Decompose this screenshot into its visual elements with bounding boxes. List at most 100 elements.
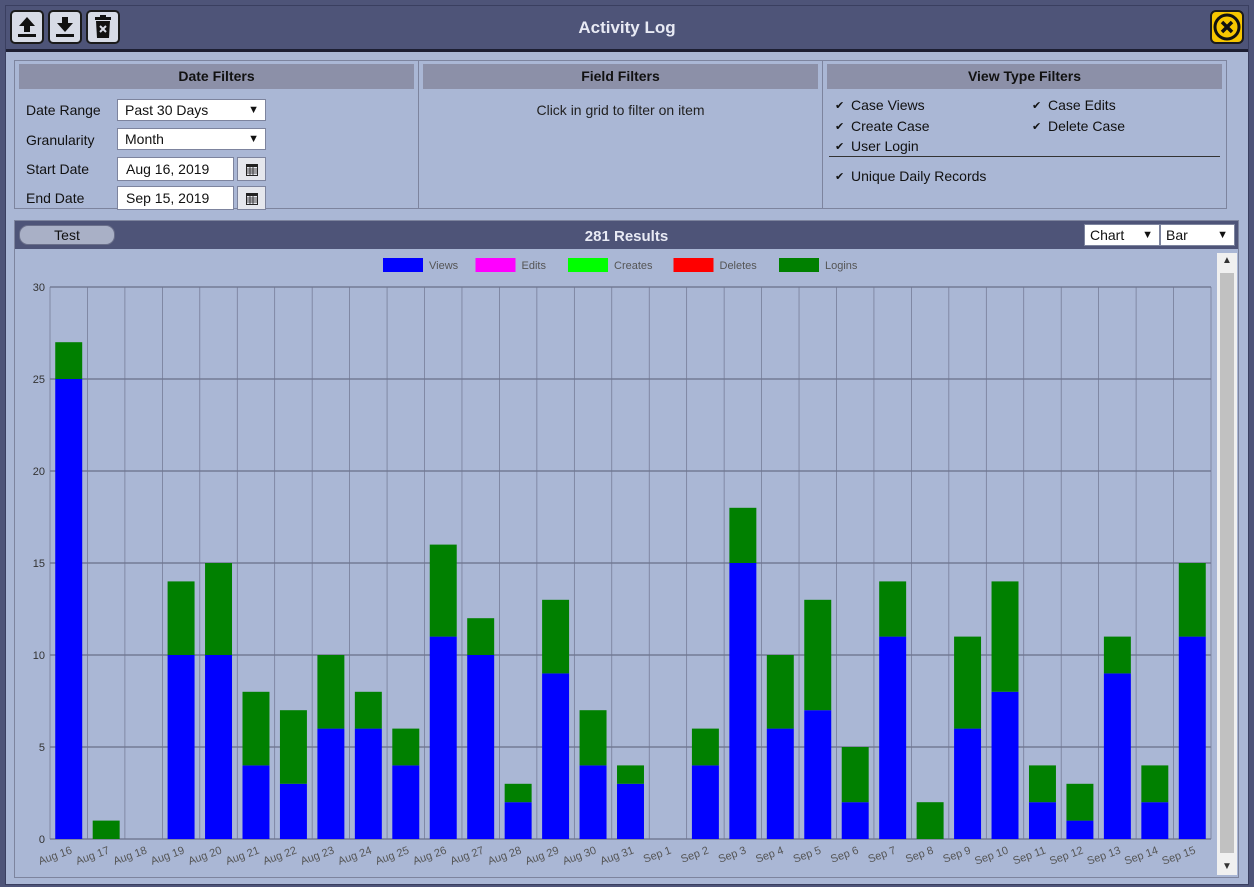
legend-label-edits: Edits — [522, 260, 547, 272]
download-button[interactable] — [48, 10, 82, 44]
bar-views — [617, 783, 644, 839]
bar-views — [467, 655, 495, 839]
x-tick-label: Aug 16 — [37, 845, 74, 868]
bar-views — [879, 636, 907, 839]
date-filters-heading: Date Filters — [19, 64, 414, 89]
scrollbar-thumb[interactable] — [1220, 273, 1234, 853]
chart-type-select[interactable]: Bar ▼ — [1160, 224, 1235, 246]
view-type-filters-heading: View Type Filters — [827, 64, 1222, 89]
start-date-input[interactable]: Aug 16, 2019 — [117, 157, 234, 181]
unique-daily-records-checkbox[interactable]: ✔ Unique Daily Records — [835, 168, 986, 184]
case-views-checkbox[interactable]: ✔ Case Views — [835, 97, 925, 113]
bar-views — [504, 802, 532, 839]
calendar-icon — [245, 163, 258, 176]
close-button[interactable] — [1210, 10, 1244, 44]
chevron-down-icon: ▼ — [248, 133, 259, 145]
bar-logins — [467, 618, 495, 655]
bar-logins — [1103, 636, 1131, 674]
close-icon — [1213, 13, 1241, 41]
test-button[interactable]: Test — [19, 225, 115, 245]
case-edits-checkbox[interactable]: ✔ Case Edits — [1032, 97, 1116, 113]
x-tick-label: Aug 31 — [599, 845, 636, 868]
results-header: Test 281 Results Chart ▼ Bar ▼ — [15, 221, 1238, 249]
x-tick-label: Aug 30 — [561, 845, 598, 868]
checkmark-icon: ✔ — [1032, 100, 1042, 112]
x-tick-label: Sep 3 — [717, 845, 748, 866]
granularity-select[interactable]: Month ▼ — [117, 128, 266, 150]
scroll-down-icon[interactable]: ▼ — [1222, 861, 1232, 872]
x-tick-label: Aug 24 — [336, 845, 373, 868]
scroll-up-icon[interactable]: ▲ — [1222, 255, 1232, 266]
chevron-down-icon: ▼ — [1217, 229, 1228, 241]
unique-daily-records-label: Unique Daily Records — [851, 168, 987, 184]
x-tick-label: Sep 15 — [1160, 845, 1197, 868]
upload-button[interactable] — [10, 10, 44, 44]
legend-label-creates: Creates — [614, 260, 653, 272]
x-tick-label: Sep 2 — [679, 845, 710, 866]
bar-logins — [55, 342, 83, 379]
bar-views — [429, 636, 457, 839]
y-tick-label: 25 — [33, 374, 45, 386]
bar-views — [317, 728, 345, 839]
x-tick-label: Aug 20 — [187, 845, 224, 868]
bar-views — [804, 710, 832, 839]
date-range-select[interactable]: Past 30 Days ▼ — [117, 99, 266, 121]
x-tick-label: Aug 19 — [149, 845, 186, 868]
chart-area: 0 5 10 15 20 25 30 Aug 16 Aug 17 Aug 18 Aug 19 Aug … — [15, 249, 1216, 877]
x-tick-label: Sep 10 — [973, 845, 1010, 868]
legend-swatch-deletes — [673, 258, 714, 272]
x-tick-label: Aug 23 — [299, 845, 336, 868]
delete-case-label: Delete Case — [1048, 118, 1126, 134]
checkmark-icon: ✔ — [1032, 121, 1042, 133]
view-type-filters-panel: View Type Filters ✔ Case Views ✔ Case Edit… — [823, 61, 1226, 208]
x-tick-label: Sep 7 — [867, 845, 898, 866]
date-filters-panel: Date Filters Date Range Past 30 Days ▼ Gr… — [15, 61, 419, 210]
bar-logins — [1028, 765, 1056, 803]
x-tick-label: Aug 21 — [224, 845, 261, 868]
bar-logins — [392, 728, 420, 766]
x-tick-label: Sep 12 — [1048, 845, 1085, 868]
end-date-calendar-button[interactable] — [237, 186, 266, 210]
x-tick-label: Sep 5 — [792, 845, 823, 866]
create-case-checkbox[interactable]: ✔ Create Case — [835, 118, 930, 134]
bar-views — [1141, 802, 1169, 839]
bar-logins — [1178, 563, 1206, 637]
y-tick-label: 5 — [39, 742, 45, 754]
legend-label-deletes: Deletes — [720, 260, 758, 272]
bar-views — [991, 691, 1019, 839]
x-tick-label: Aug 29 — [524, 845, 561, 868]
bar-views — [729, 563, 757, 839]
chart-type-value: Bar — [1166, 227, 1188, 243]
user-login-checkbox[interactable]: ✔ User Login — [835, 138, 919, 154]
legend-swatch-views — [383, 258, 423, 272]
chevron-down-icon: ▼ — [248, 104, 259, 116]
bar-views — [392, 765, 420, 839]
checkmark-icon: ✔ — [835, 100, 845, 112]
bar-views — [841, 802, 869, 839]
bar-views — [542, 673, 570, 839]
bar-logins — [167, 581, 195, 655]
x-tick-label: Sep 6 — [829, 845, 860, 866]
vertical-scrollbar[interactable]: ▲ ▼ — [1217, 253, 1237, 875]
start-date-label: Start Date — [26, 161, 90, 177]
filters-area: Date Filters Date Range Past 30 Days ▼ Gr… — [14, 60, 1227, 210]
bar-views — [279, 783, 307, 839]
bar-logins — [879, 581, 907, 637]
bar-views — [954, 728, 982, 839]
x-tick-label: Aug 26 — [411, 845, 448, 868]
view-mode-select[interactable]: Chart ▼ — [1084, 224, 1160, 246]
filters-divider — [829, 156, 1220, 157]
delete-icon — [95, 15, 111, 38]
upload-icon — [18, 17, 36, 37]
bar-logins — [954, 636, 982, 729]
download-icon — [56, 17, 74, 37]
delete-case-checkbox[interactable]: ✔ Delete Case — [1032, 118, 1125, 134]
bar-views — [1028, 802, 1056, 839]
start-date-calendar-button[interactable] — [237, 157, 266, 181]
bar-logins — [617, 765, 644, 784]
end-date-input[interactable]: Sep 15, 2019 — [117, 186, 234, 210]
y-tick-label: 0 — [39, 834, 45, 846]
delete-button[interactable] — [86, 10, 120, 44]
date-range-value: Past 30 Days — [125, 102, 209, 118]
field-filters-heading: Field Filters — [423, 64, 818, 89]
